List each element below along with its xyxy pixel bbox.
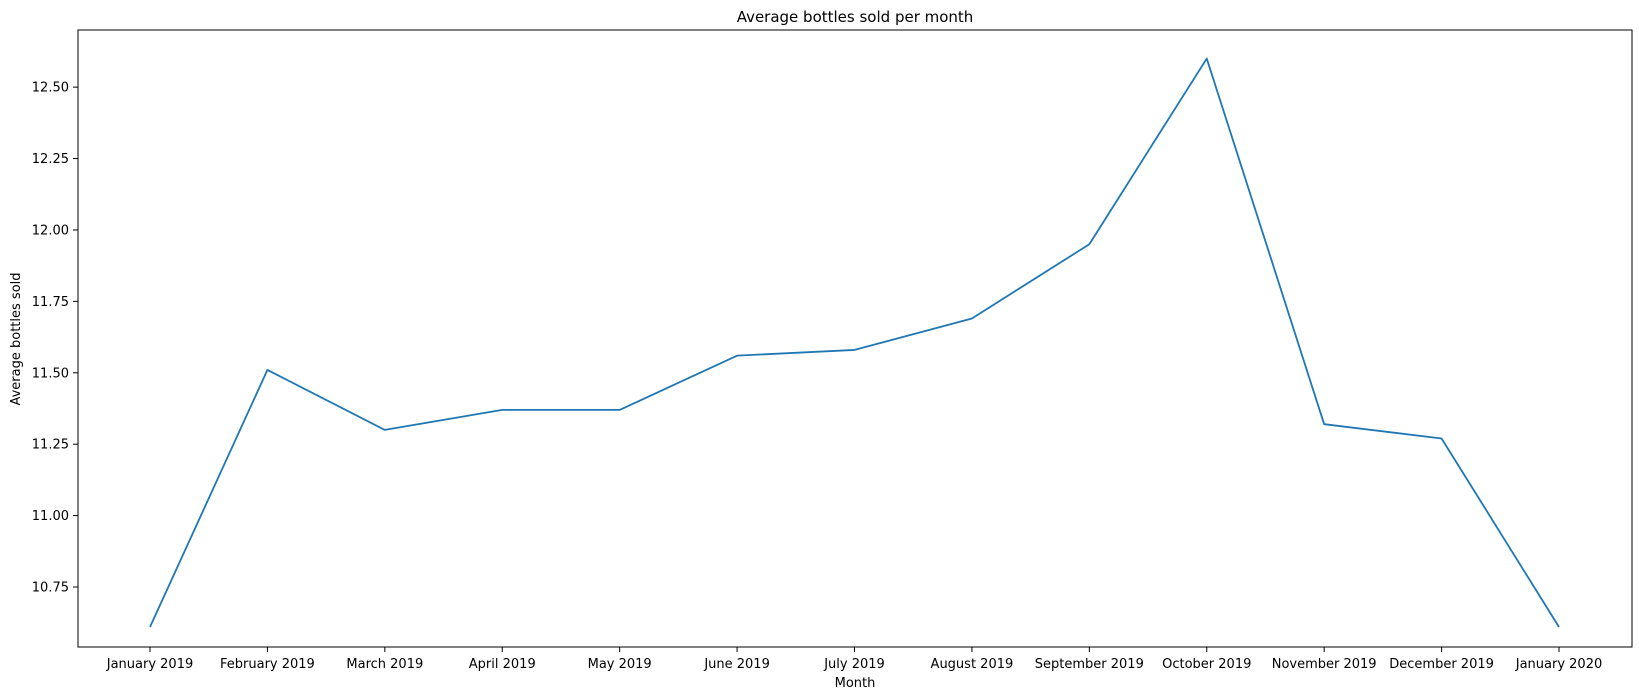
plot-area-frame xyxy=(77,29,1633,648)
x-tick-label: December 2019 xyxy=(1389,657,1494,672)
x-axis: January 2019 February 2019 March 2019 April… xyxy=(106,647,1603,672)
y-tick-label: 12.25 xyxy=(32,152,69,167)
x-tick-label: August 2019 xyxy=(931,657,1014,672)
x-axis-label: Month xyxy=(835,676,876,691)
y-axis-label: Average bottles sold xyxy=(9,272,24,405)
series-line xyxy=(149,57,1560,628)
chart-title: Average bottles sold per month xyxy=(737,8,974,26)
x-tick-label: March 2019 xyxy=(346,657,423,672)
y-tick-label: 12.00 xyxy=(32,223,69,238)
x-tick-label: February 2019 xyxy=(220,657,315,672)
x-tick-label: July 2019 xyxy=(823,657,885,672)
x-tick-label: April 2019 xyxy=(469,657,536,672)
x-tick-label: January 2019 xyxy=(106,657,194,672)
y-axis: 10.75 11.00 11.25 11.50 11.75 12.00 12.25 12.50 xyxy=(32,81,78,596)
x-tick-label: October 2019 xyxy=(1162,657,1251,672)
x-tick-label: May 2019 xyxy=(588,657,652,672)
y-tick-label: 11.00 xyxy=(32,509,69,524)
y-tick-label: 12.50 xyxy=(32,81,69,96)
y-tick-label: 11.75 xyxy=(32,295,69,310)
y-tick-label: 11.25 xyxy=(32,438,69,453)
y-tick-label: 10.75 xyxy=(32,581,69,596)
x-tick-label: January 2020 xyxy=(1515,657,1603,672)
x-tick-label: November 2019 xyxy=(1272,657,1377,672)
y-tick-label: 11.50 xyxy=(32,366,69,381)
x-tick-label: June 2019 xyxy=(703,657,770,672)
x-tick-label: September 2019 xyxy=(1035,657,1144,672)
